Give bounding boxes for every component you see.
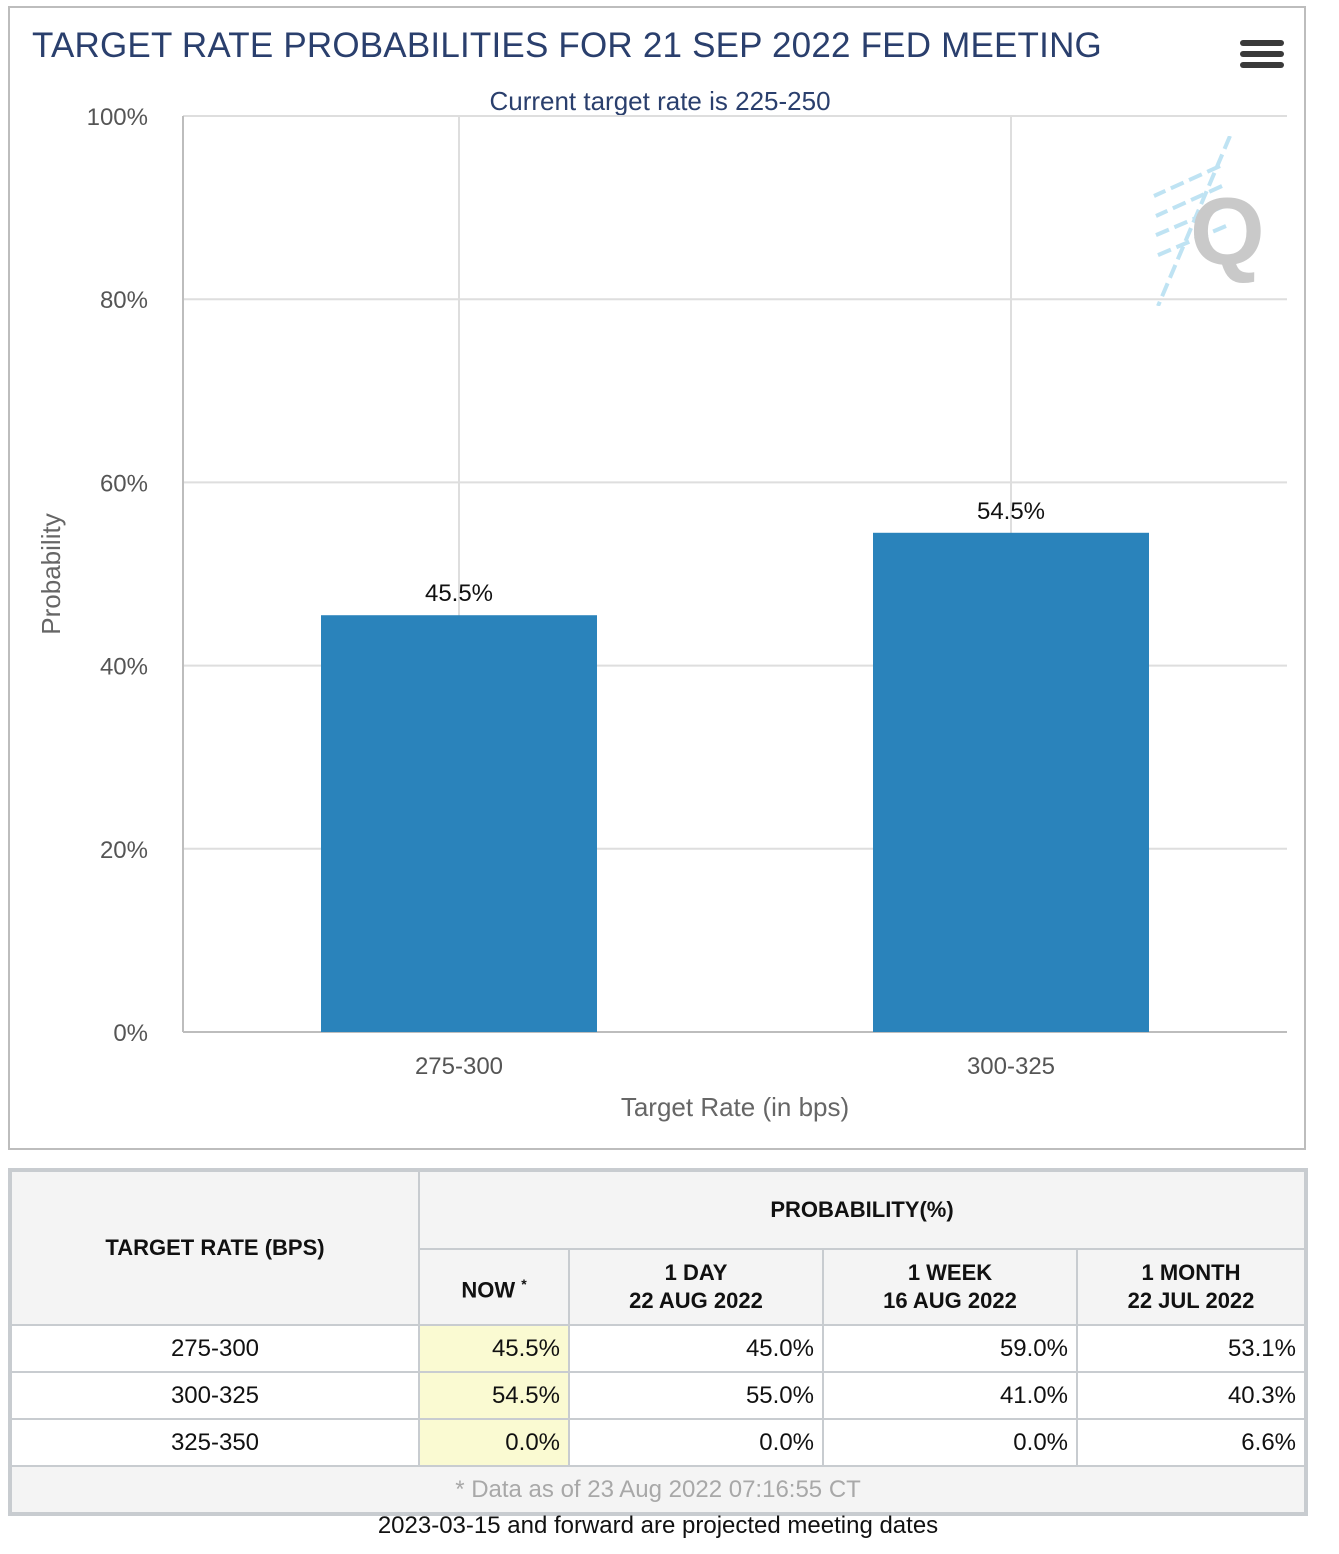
data-label: 45.5% xyxy=(425,580,493,607)
chart-subtitle: Current target rate is 225-250 xyxy=(489,86,831,116)
rate-cell: 275-300 xyxy=(10,1324,420,1373)
one-day-cell: 45.0% xyxy=(568,1324,824,1373)
one-month-cell: 53.1% xyxy=(1076,1324,1306,1373)
table-row: 325-350 0.0% 0.0% 0.0% 6.6% xyxy=(10,1418,1306,1467)
column-header-1-day: 1 DAY 22 AUG 2022 xyxy=(568,1248,824,1326)
rate-cell: 325-350 xyxy=(10,1418,420,1467)
y-axis-title: Probability xyxy=(36,513,66,634)
one-week-cell: 0.0% xyxy=(822,1418,1078,1467)
target-rate-header: TARGET RATE (BPS) xyxy=(10,1170,420,1326)
data-timestamp-footer: * Data as of 23 Aug 2022 07:16:55 CT xyxy=(10,1465,1306,1514)
one-week-cell: 41.0% xyxy=(822,1371,1078,1420)
x-tick-label: 275-300 xyxy=(415,1053,503,1080)
y-tick-label: 100% xyxy=(87,104,148,131)
one-month-cell: 40.3% xyxy=(1076,1371,1306,1420)
table-row: 300-325 54.5% 55.0% 41.0% 40.3% xyxy=(10,1371,1306,1420)
svg-text:Q: Q xyxy=(1190,178,1265,285)
y-tick-label: 40% xyxy=(100,654,148,681)
y-tick-label: 20% xyxy=(100,837,148,864)
one-day-cell: 55.0% xyxy=(568,1371,824,1420)
column-header-1-week: 1 WEEK 16 AUG 2022 xyxy=(822,1248,1078,1326)
bar-275-300 xyxy=(321,615,597,1032)
chart-title: TARGET RATE PROBABILITIES FOR 21 SEP 202… xyxy=(32,26,1102,65)
probability-header: PROBABILITY(%) xyxy=(418,1170,1306,1250)
probability-table: TARGET RATE (BPS) PROBABILITY(%) NOW * 1… xyxy=(8,1168,1308,1516)
q-logo-icon: Q xyxy=(1153,136,1265,306)
y-tick-label: 60% xyxy=(100,470,148,497)
now-cell: 0.0% xyxy=(418,1418,570,1467)
projected-dates-note: 2023-03-15 and forward are projected mee… xyxy=(377,1512,939,1539)
y-tick-label: 0% xyxy=(113,1020,148,1047)
one-month-cell: 6.6% xyxy=(1076,1418,1306,1467)
hamburger-menu-icon[interactable] xyxy=(1240,40,1284,76)
rate-cell: 300-325 xyxy=(10,1371,420,1420)
column-header-1-month: 1 MONTH 22 JUL 2022 xyxy=(1076,1248,1306,1326)
table-row: 275-300 45.5% 45.0% 59.0% 53.1% xyxy=(10,1324,1306,1373)
now-cell: 45.5% xyxy=(418,1324,570,1373)
x-axis-title: Target Rate (in bps) xyxy=(621,1092,849,1122)
now-cell: 54.5% xyxy=(418,1371,570,1420)
y-tick-label: 80% xyxy=(100,287,148,314)
x-tick-label: 300-325 xyxy=(967,1053,1055,1080)
bar-300-325 xyxy=(873,532,1149,1032)
data-label: 54.5% xyxy=(977,498,1045,525)
one-week-cell: 59.0% xyxy=(822,1324,1078,1373)
one-day-cell: 0.0% xyxy=(568,1418,824,1467)
bar-chart: 0% 20% 40% 60% 80% 100% 45.5% 275-300 54.5% 300-3… xyxy=(36,104,1287,1122)
column-header-now: NOW * xyxy=(418,1248,570,1326)
